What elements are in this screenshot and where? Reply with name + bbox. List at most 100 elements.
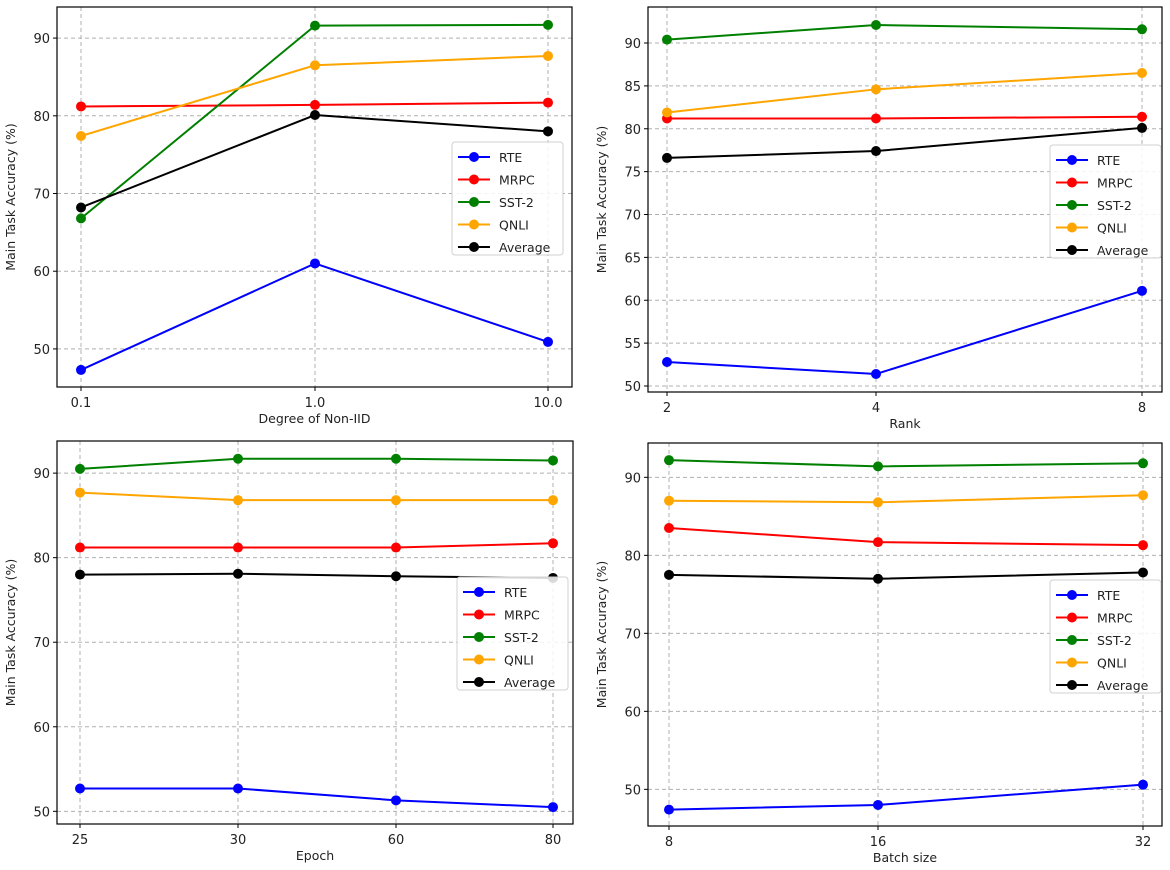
axes-frame <box>647 6 1163 393</box>
data-point-mrpc <box>871 113 881 124</box>
legend-box <box>451 141 564 256</box>
x-tick-label: 2 <box>663 401 671 416</box>
data-point-sst-2 <box>871 20 881 31</box>
data-point-average <box>873 573 883 584</box>
x-tick-label: 60 <box>388 833 405 848</box>
legend-label: SST-2 <box>504 630 539 645</box>
y-axis-label: Main Task Accuracy (%) <box>594 126 609 273</box>
data-point-average <box>391 571 401 582</box>
data-point-average <box>76 202 86 213</box>
data-point-average <box>310 110 320 121</box>
data-point-qnli <box>1138 490 1148 501</box>
x-tick-label: 8 <box>665 835 673 850</box>
series-line-rte <box>668 783 1144 811</box>
data-point-qnli <box>873 497 883 508</box>
legend-swatch-marker <box>474 609 484 620</box>
legend-swatch-marker <box>469 197 479 207</box>
x-tick-label: 32 <box>1135 835 1152 850</box>
series-line-average <box>668 571 1144 580</box>
y-axis-label: Main Task Accuracy (%) <box>594 561 609 708</box>
data-point-average <box>1137 122 1147 133</box>
x-tick-label: 4 <box>872 401 880 416</box>
x-axis-label: Degree of Non-IID <box>259 411 371 426</box>
legend-swatch-marker <box>1067 590 1077 600</box>
data-point-sst-2 <box>1137 24 1147 35</box>
legend-swatch-marker <box>469 152 479 162</box>
data-point-average <box>75 569 85 580</box>
data-point-sst-2 <box>76 213 86 224</box>
subplot-2: 50 55 60 65 70 75 80 85 90 2 4 8 Rank Main Task Accur… <box>594 6 1163 431</box>
data-point-rte <box>664 804 674 815</box>
data-point-qnli <box>233 495 243 506</box>
legend-swatch-marker <box>469 242 479 252</box>
data-point-mrpc <box>391 542 401 553</box>
legend: RTE MRPC SST-2 QNLI Average <box>1049 144 1162 259</box>
x-tick-label: 25 <box>72 833 89 848</box>
legend-swatch-marker <box>1067 155 1077 165</box>
data-point-mrpc <box>1138 540 1148 551</box>
data-point-mrpc <box>310 99 320 110</box>
data-point-mrpc <box>543 97 553 108</box>
legend-label: MRPC <box>504 608 540 623</box>
legend-swatch-marker <box>474 654 484 665</box>
y-tick-label: 60 <box>33 721 50 736</box>
legend-swatch-marker <box>1067 657 1077 668</box>
data-point-mrpc <box>233 542 243 553</box>
data-point-average <box>1138 567 1148 578</box>
data-point-qnli <box>871 84 881 95</box>
x-tick-label: 0.1 <box>71 396 92 411</box>
y-tick-label: 90 <box>33 32 50 47</box>
series-line-mrpc <box>80 542 554 549</box>
legend-label: SST-2 <box>1097 633 1132 648</box>
y-tick-label: 90 <box>33 467 50 482</box>
data-point-mrpc <box>1137 111 1147 122</box>
data-point-rte <box>543 336 553 347</box>
x-axis-label: Epoch <box>296 848 334 863</box>
data-point-average <box>662 152 672 163</box>
legend-swatch-marker <box>1067 245 1077 255</box>
legend-swatch-marker <box>1067 680 1077 690</box>
y-tick-label: 80 <box>624 549 641 564</box>
y-tick-label: 50 <box>624 380 641 395</box>
x-tick-label: 16 <box>870 835 887 850</box>
data-point-sst-2 <box>233 453 243 464</box>
legend-label: RTE <box>504 585 527 600</box>
legend-label: QNLI <box>1097 656 1127 671</box>
y-tick-label: 70 <box>624 209 641 224</box>
x-tick-label: 10.0 <box>534 396 563 411</box>
legend-label: RTE <box>1097 588 1120 603</box>
y-tick-label: 70 <box>33 188 50 203</box>
x-tick-label: 8 <box>1138 401 1146 416</box>
data-point-sst-2 <box>1138 458 1148 469</box>
series-line-qnli <box>666 72 1143 114</box>
data-point-sst-2 <box>664 455 674 466</box>
legend: RTE MRPC SST-2 QNLI Average <box>1049 579 1162 694</box>
series-line-mrpc <box>667 115 1143 120</box>
x-tick-label: 1.0 <box>305 396 326 411</box>
data-point-sst-2 <box>391 453 401 464</box>
data-point-sst-2 <box>75 463 85 474</box>
y-tick-label: 50 <box>624 783 641 798</box>
data-point-average <box>664 569 674 580</box>
axes-frame <box>56 6 573 388</box>
y-tick-label: 80 <box>33 110 50 125</box>
legend: RTE MRPC SST-2 QNLI Average <box>456 576 569 691</box>
legend-swatch-marker <box>474 677 484 687</box>
y-tick-label: 90 <box>624 37 641 52</box>
y-tick-label: 50 <box>33 343 50 358</box>
subplot-1: 50 60 70 80 90 0.1 1.0 10.0 Degree of Non-IID Mai… <box>3 6 573 426</box>
legend-label: QNLI <box>504 653 534 668</box>
axes-frame <box>56 440 574 825</box>
legend-box <box>1049 579 1162 694</box>
subplot-4: 50 60 70 80 90 8 16 32 Batch size Main Task Accur… <box>594 442 1163 865</box>
legend-swatch-marker <box>1067 177 1077 188</box>
legend: RTE MRPC SST-2 QNLI Average <box>451 141 564 256</box>
legend-label: Average <box>499 240 551 255</box>
y-tick-label: 90 <box>624 471 641 486</box>
data-point-rte <box>662 356 672 367</box>
data-point-sst-2 <box>310 20 320 31</box>
data-point-mrpc <box>664 523 674 534</box>
data-point-mrpc <box>76 101 86 112</box>
legend-label: SST-2 <box>1097 198 1132 213</box>
